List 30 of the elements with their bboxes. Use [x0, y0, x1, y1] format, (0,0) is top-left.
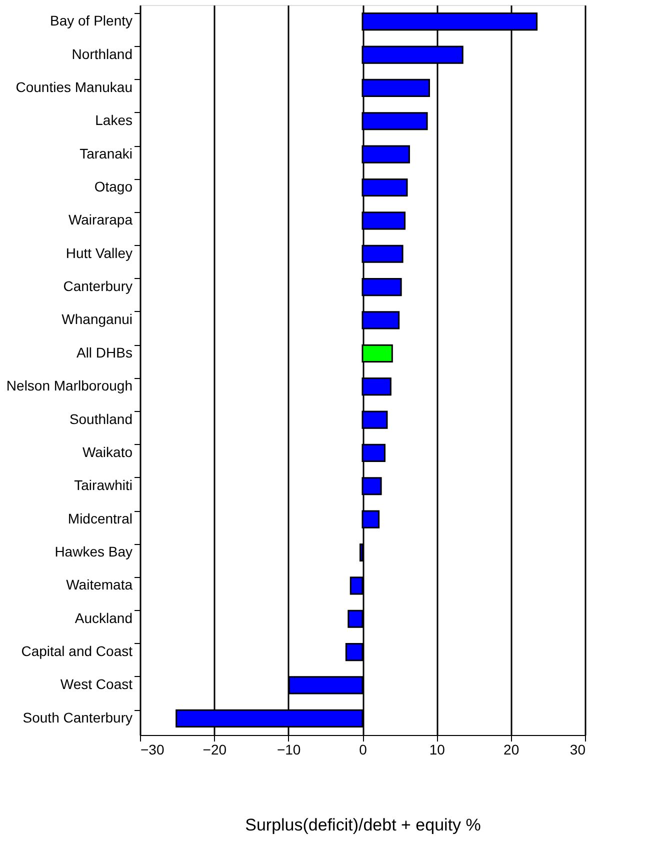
y-tick-label: Otago [94, 178, 133, 194]
y-tick-label: Counties Manukau [16, 78, 132, 95]
y-tick-label: Capital and Coast [21, 643, 133, 660]
x-tick-label: 10 [429, 742, 446, 758]
y-tick-label: Wairarapa [68, 212, 133, 228]
x-tick-label: −20 [202, 742, 227, 758]
y-tick-label: Bay of Plenty [50, 12, 132, 29]
y-tick-label: Midcentral [68, 510, 132, 526]
y-tick-label: Auckland [74, 610, 132, 626]
y-tick-label: West Coast [60, 676, 133, 692]
y-tick-label: Waitemata [66, 576, 133, 593]
y-tick-label: All DHBs [76, 344, 132, 360]
y-tick-label: Nelson Marlborough [6, 378, 132, 394]
y-tick-label: Lakes [95, 112, 132, 128]
x-tick-label: −30 [140, 742, 164, 758]
y-tick-label: Northland [72, 46, 132, 62]
x-axis-title: Surplus(deficit)/debt + equity % [245, 816, 481, 834]
y-tick-label: Canterbury [63, 278, 132, 294]
x-tick-label: 30 [570, 742, 586, 758]
y-tick-label: Tairawhiti [74, 477, 132, 494]
y-tick-label: South Canterbury [22, 709, 132, 726]
y-tick-label: Whanganui [62, 311, 132, 328]
y-tick-label: Hutt Valley [66, 244, 132, 261]
y-tick-label: Hawkes Bay [54, 544, 132, 560]
x-tick-label: 20 [504, 742, 520, 758]
y-tick-label: Southland [69, 410, 132, 427]
x-tick-label: 0 [359, 742, 368, 758]
y-tick-label: Waikato [82, 444, 133, 460]
x-tick-label: −10 [276, 742, 301, 758]
y-tick-label: Taranaki [80, 145, 132, 162]
